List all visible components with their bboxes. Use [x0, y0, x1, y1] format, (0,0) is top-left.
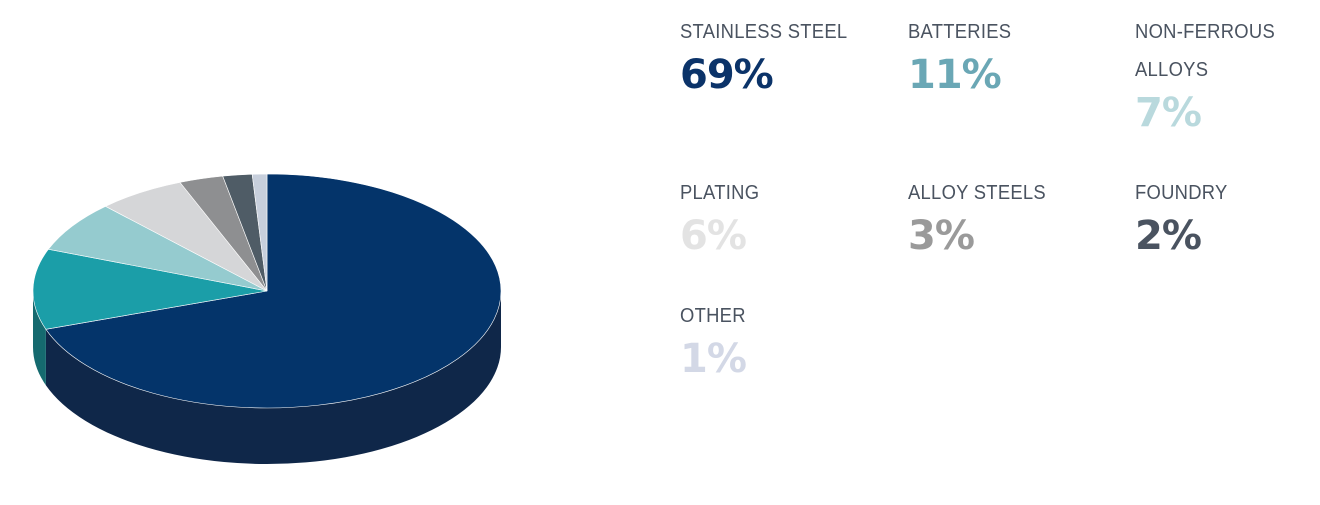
legend-item-alloy-steels: ALLOY STEELS 3%	[908, 174, 1118, 258]
legend-label: PLATING	[680, 182, 760, 204]
pie-top-slices	[32, 173, 502, 409]
legend-value: 69%	[680, 52, 774, 98]
pie-side-walls	[33, 291, 501, 465]
legend-value: 3%	[908, 213, 975, 259]
legend-value: 2%	[1135, 213, 1202, 259]
legend-value: 1%	[680, 336, 747, 382]
legend-item-plating: PLATING 6%	[680, 174, 890, 258]
legend-value: 11%	[908, 52, 1002, 98]
legend-value: 7%	[1135, 90, 1202, 136]
pie-slice-non-ferrous-alloys	[47, 205, 268, 292]
pie-side-batteries	[33, 291, 46, 386]
legend-item-foundry: FOUNDRY 2%	[1135, 174, 1320, 258]
legend-item-batteries: BATTERIES 11%	[908, 13, 1118, 97]
legend-label: ALLOY STEELS	[908, 182, 1046, 204]
pie-chart	[32, 173, 502, 465]
legend-label: BATTERIES	[908, 21, 1012, 43]
pie-side-stainless-steel	[45, 291, 501, 465]
legend-item-non-ferrous-alloys: NON-FERROUS ALLOYS 7%	[1135, 13, 1305, 135]
legend-value: 6%	[680, 213, 747, 259]
legend-label: STAINLESS STEEL	[680, 21, 848, 43]
legend-item-other: OTHER 1%	[680, 297, 890, 381]
legend-label: OTHER	[680, 305, 746, 327]
legend-label: NON-FERROUS ALLOYS	[1135, 21, 1276, 81]
legend-item-stainless-steel: STAINLESS STEEL 69%	[680, 13, 890, 97]
legend-label: FOUNDRY	[1135, 182, 1228, 204]
pie-slice-other	[251, 173, 268, 292]
pie-slice-stainless-steel	[45, 173, 502, 409]
pie-slice-batteries	[32, 248, 268, 330]
